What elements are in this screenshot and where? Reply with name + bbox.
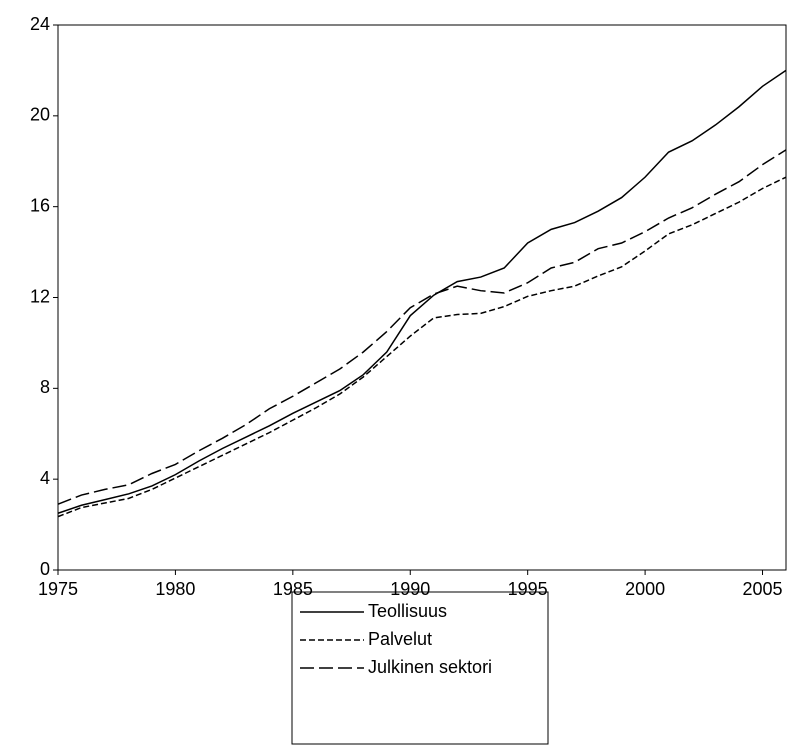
legend-label: Julkinen sektori (368, 657, 492, 677)
series-line (57, 176, 787, 518)
y-tick-label: 0 (40, 559, 50, 579)
x-tick-label: 2005 (742, 579, 782, 599)
y-tick-label: 4 (40, 468, 50, 488)
legend-box (291, 591, 549, 745)
y-tick-label: 8 (40, 377, 50, 397)
series-line (57, 69, 787, 514)
legend-label: Palvelut (368, 629, 432, 649)
x-tick-label: 1985 (273, 579, 313, 599)
legend-label: Teollisuus (368, 601, 447, 621)
x-tick-label: 1980 (155, 579, 195, 599)
series-line (57, 149, 787, 505)
y-tick-label: 12 (30, 286, 50, 306)
plot-frame (57, 24, 787, 571)
x-tick-label: 1990 (390, 579, 430, 599)
y-tick-label: 24 (30, 14, 50, 34)
x-tick-label: 2000 (625, 579, 665, 599)
x-tick-label: 1995 (508, 579, 548, 599)
y-tick-label: 16 (30, 195, 50, 215)
x-tick-label: 1975 (38, 579, 78, 599)
y-tick-label: 20 (30, 105, 50, 125)
